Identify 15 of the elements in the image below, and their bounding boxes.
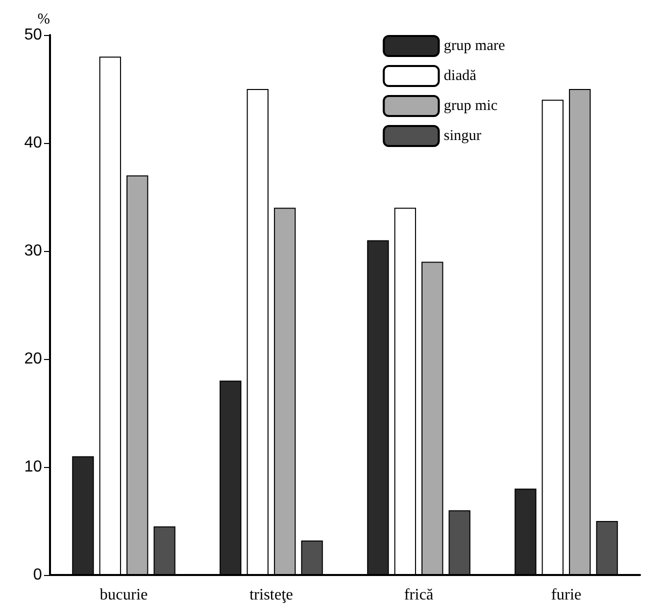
y-tick-label: 30 [24, 242, 42, 260]
legend-label: grup mare [444, 38, 506, 54]
x-tick-label: furie [551, 586, 582, 604]
legend-label: diadă [444, 68, 477, 84]
x-tick-label: tristeţe [249, 586, 294, 604]
x-tick-label: bucurie [100, 586, 148, 604]
y-tick-label: 50 [24, 26, 42, 44]
y-tick-label: 40 [24, 134, 42, 152]
legend-label: singur [444, 128, 482, 144]
y-tick-label: 10 [24, 458, 42, 476]
x-tick-label: frică [404, 586, 434, 604]
y-axis-title: % [38, 12, 50, 28]
y-tick-label: 20 [24, 350, 42, 368]
legend-label: grup mic [444, 98, 498, 114]
y-tick-label: 0 [33, 566, 42, 584]
